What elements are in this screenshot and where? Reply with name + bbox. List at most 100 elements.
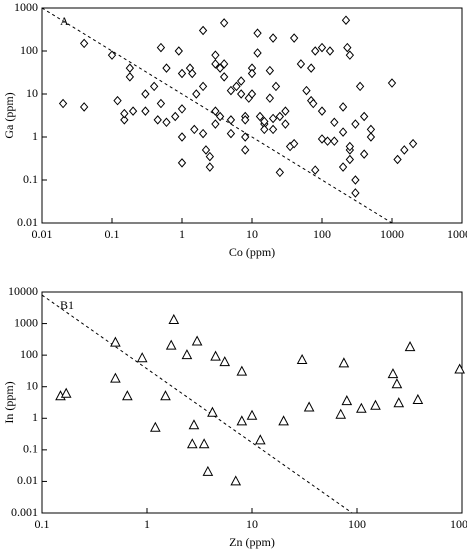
x-tick-label: 1000 bbox=[450, 517, 467, 531]
data-point bbox=[191, 335, 203, 346]
data-point bbox=[317, 42, 327, 53]
data-point bbox=[260, 124, 269, 135]
data-point bbox=[136, 352, 148, 363]
data-point bbox=[366, 124, 376, 135]
data-point bbox=[125, 72, 135, 82]
data-point bbox=[162, 117, 171, 128]
data-point bbox=[302, 85, 311, 96]
data-point bbox=[219, 356, 231, 367]
data-point bbox=[174, 46, 183, 56]
data-point bbox=[198, 81, 208, 92]
data-point bbox=[317, 106, 327, 116]
data-point bbox=[338, 162, 348, 172]
data-point bbox=[325, 46, 335, 56]
data-point bbox=[387, 368, 399, 379]
data-point bbox=[306, 63, 316, 73]
data-point bbox=[202, 465, 214, 476]
data-point bbox=[211, 106, 220, 116]
data-point bbox=[391, 378, 403, 389]
data-point bbox=[188, 68, 197, 79]
data-point bbox=[219, 59, 229, 69]
data-point bbox=[141, 89, 150, 99]
x-tick-label: 0.01 bbox=[32, 227, 53, 241]
data-point bbox=[393, 154, 402, 165]
x-tick-label: 10 bbox=[246, 227, 258, 241]
data-point bbox=[107, 50, 117, 60]
data-point bbox=[207, 406, 218, 417]
data-point bbox=[356, 402, 367, 413]
data-point bbox=[296, 353, 308, 365]
data-point bbox=[260, 116, 269, 127]
y-tick-label: 1 bbox=[32, 410, 38, 424]
data-point bbox=[400, 145, 409, 155]
data-point bbox=[79, 102, 89, 112]
data-point bbox=[393, 397, 405, 408]
data-point bbox=[79, 38, 89, 49]
data-point bbox=[247, 89, 257, 99]
data-point bbox=[156, 98, 166, 109]
data-point bbox=[177, 158, 187, 168]
reference-line bbox=[41, 294, 353, 514]
data-point bbox=[317, 134, 327, 144]
data-point bbox=[226, 128, 236, 139]
x-tick-label: 10000 bbox=[447, 227, 467, 241]
plot-frame bbox=[41, 7, 463, 224]
data-point bbox=[168, 313, 180, 324]
y-tick-label: 10 bbox=[26, 86, 38, 100]
y-tick-label: 0.01 bbox=[17, 473, 38, 487]
data-point bbox=[303, 401, 315, 412]
data-point bbox=[366, 132, 376, 142]
data-point bbox=[345, 50, 355, 60]
data-point bbox=[113, 95, 122, 106]
data-point bbox=[309, 98, 318, 109]
data-point bbox=[338, 127, 348, 137]
data-point bbox=[255, 111, 265, 122]
data-point bbox=[236, 89, 246, 99]
data-point bbox=[230, 475, 242, 486]
data-point bbox=[351, 119, 360, 129]
data-point bbox=[160, 390, 171, 401]
data-point bbox=[275, 167, 285, 178]
data-point bbox=[211, 50, 220, 60]
data-point bbox=[192, 89, 201, 99]
y-tick-label: 10 bbox=[26, 378, 38, 392]
data-point bbox=[268, 33, 278, 43]
data-point bbox=[408, 138, 418, 149]
data-point bbox=[177, 104, 187, 114]
y-tick-label: 0.1 bbox=[23, 172, 38, 186]
data-point bbox=[341, 395, 353, 406]
data-point bbox=[201, 145, 211, 155]
data-point bbox=[268, 113, 278, 124]
data-point bbox=[281, 119, 290, 129]
data-point bbox=[226, 85, 236, 96]
data-point bbox=[60, 387, 72, 398]
data-point bbox=[177, 68, 187, 79]
data-point bbox=[241, 115, 250, 125]
data-point bbox=[351, 175, 360, 185]
data-point bbox=[335, 408, 347, 419]
data-point bbox=[232, 81, 241, 92]
data-point bbox=[359, 111, 369, 122]
data-point bbox=[404, 341, 416, 352]
data-point bbox=[296, 59, 306, 69]
data-point bbox=[120, 108, 129, 119]
data-point bbox=[343, 42, 352, 53]
data-point bbox=[241, 132, 250, 142]
y-tick-label: 1000 bbox=[14, 315, 38, 329]
data-point bbox=[323, 136, 332, 146]
data-point bbox=[289, 33, 299, 43]
data-point bbox=[215, 111, 225, 122]
data-point bbox=[156, 42, 166, 53]
data-point bbox=[351, 188, 360, 198]
x-tick-label: 0.1 bbox=[105, 227, 120, 241]
data-point bbox=[345, 141, 355, 152]
y-tick-label: 0.01 bbox=[17, 215, 38, 229]
data-point bbox=[271, 81, 281, 92]
data-point bbox=[177, 132, 187, 142]
data-point bbox=[165, 339, 177, 350]
data-point bbox=[330, 117, 339, 128]
x-tick-label: 10 bbox=[246, 517, 258, 531]
data-point bbox=[188, 419, 200, 430]
data-point bbox=[198, 128, 208, 139]
data-point bbox=[265, 65, 275, 76]
